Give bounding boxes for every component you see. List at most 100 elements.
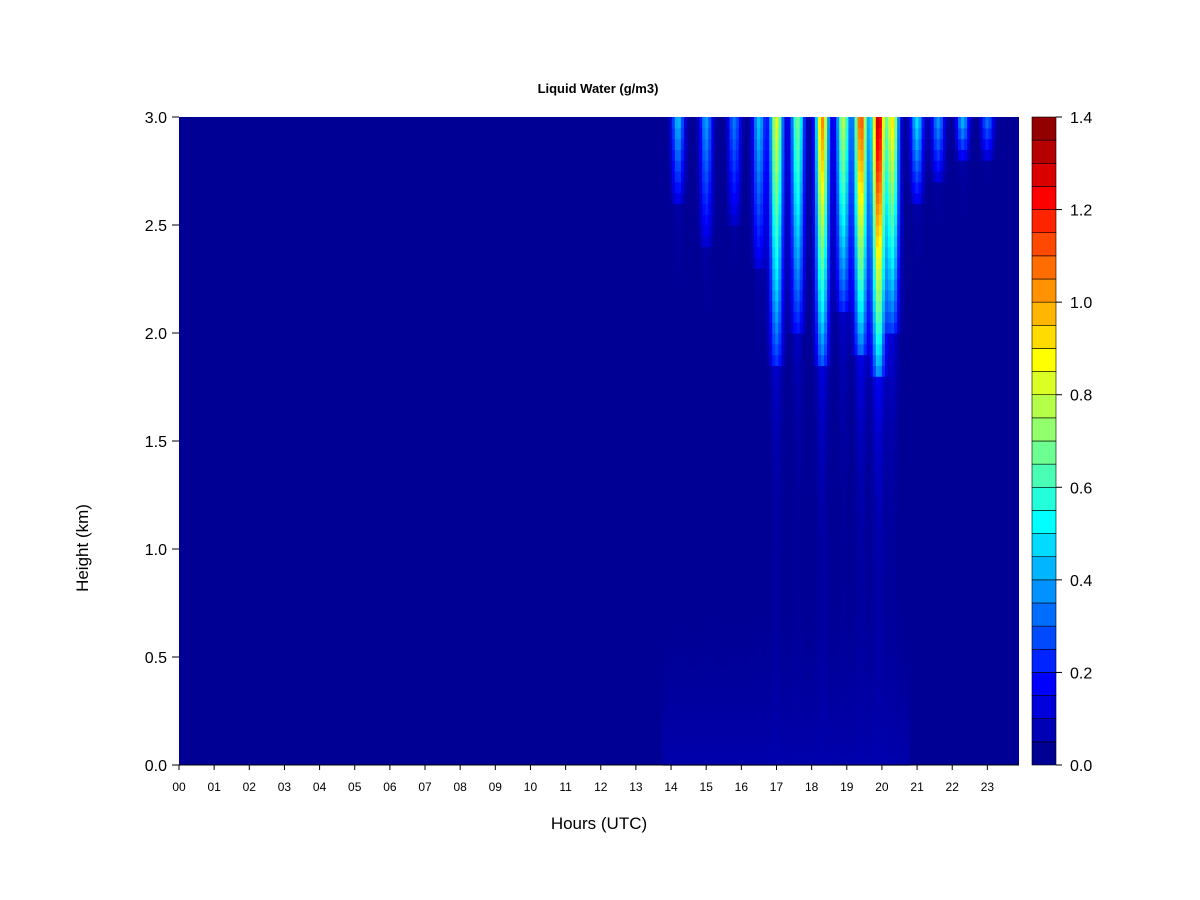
heatmap-cell: [680, 635, 685, 647]
heatmap-cell: [848, 721, 853, 734]
heatmap-cell: [775, 419, 779, 431]
heatmap-cell: [778, 268, 783, 280]
heatmap-cell: [802, 160, 807, 172]
heatmap-cell: [842, 397, 846, 410]
heatmap-cell: [741, 711, 746, 723]
heatmap-cell: [668, 678, 673, 690]
heatmap-cell: [827, 505, 831, 518]
heatmap-cell: [845, 408, 850, 420]
heatmap-cell: [897, 689, 901, 701]
heatmap-cell: [830, 192, 834, 204]
heatmap-cell: [827, 473, 831, 485]
heatmap-cell: [906, 160, 910, 172]
heatmap-cell: [927, 138, 932, 150]
heatmap-cell: [790, 365, 795, 377]
heatmap-cell: [802, 235, 807, 248]
heatmap-cell: [814, 376, 819, 388]
heatmap-cell: [796, 441, 801, 453]
heatmap-cell: [854, 171, 859, 183]
heatmap-cell: [888, 322, 892, 334]
heatmap-cell: [824, 441, 828, 453]
heatmap-cell: [735, 127, 740, 140]
heatmap-cell: [778, 127, 783, 140]
heatmap-cell: [772, 667, 776, 680]
heatmap-cell: [827, 711, 831, 723]
heatmap-cell: [872, 711, 877, 723]
heatmap-cell: [741, 181, 746, 194]
heatmap-cell: [869, 225, 874, 237]
heatmap-cell: [827, 581, 831, 593]
heatmap-cell: [945, 149, 950, 161]
heatmap-cell: [790, 732, 795, 744]
heatmap-cell: [811, 268, 816, 280]
heatmap-cell: [668, 624, 673, 636]
heatmap-cell: [875, 333, 880, 345]
heatmap-cell: [891, 289, 895, 302]
heatmap-cell: [772, 527, 776, 539]
heatmap-cell: [732, 246, 737, 258]
heatmap-cell: [775, 603, 779, 615]
heatmap-cell: [881, 721, 886, 734]
heatmap-cell: [775, 257, 779, 269]
heatmap-cell: [772, 279, 776, 291]
heatmap-cell: [821, 333, 825, 345]
heatmap-cell: [869, 268, 874, 280]
heatmap-cell: [824, 235, 828, 248]
heatmap-cell: [903, 754, 907, 766]
heatmap-cell: [778, 160, 783, 172]
heatmap-cell: [811, 743, 816, 755]
heatmap-cell: [848, 657, 853, 669]
heatmap-cell: [836, 603, 840, 615]
heatmap-cell: [860, 613, 865, 626]
heatmap-cell: [869, 397, 874, 410]
heatmap-cell: [894, 430, 898, 442]
heatmap-cell: [985, 149, 990, 161]
heatmap-cell: [760, 732, 764, 744]
heatmap-cell: [842, 257, 846, 269]
heatmap-cell: [891, 613, 895, 626]
heatmap-cell: [906, 646, 910, 658]
heatmap-cell: [775, 495, 779, 507]
heatmap-cell: [674, 171, 679, 183]
heatmap-cell: [677, 279, 682, 291]
heatmap-cell: [781, 387, 786, 399]
heatmap-cell: [869, 149, 874, 161]
heatmap-cell: [830, 149, 834, 161]
heatmap-cell: [757, 192, 761, 204]
heatmap-cell: [683, 711, 688, 723]
heatmap-cell: [863, 311, 868, 323]
heatmap-cell: [854, 117, 859, 129]
heatmap-cell: [872, 462, 877, 474]
heatmap-cell: [750, 257, 755, 269]
heatmap-cell: [827, 613, 831, 626]
heatmap-cell: [836, 333, 840, 345]
heatmap-cell: [696, 149, 700, 161]
heatmap-cell: [845, 419, 850, 431]
heatmap-cell: [866, 289, 871, 302]
heatmap-cell: [836, 387, 840, 399]
heatmap-cell: [839, 289, 843, 302]
heatmap-cell: [860, 505, 865, 518]
heatmap-cell: [702, 203, 706, 215]
heatmap-cell: [897, 732, 901, 744]
heatmap-cell: [760, 225, 764, 237]
heatmap-cell: [884, 441, 889, 453]
heatmap-cell: [793, 160, 798, 172]
heatmap-cell: [866, 754, 871, 766]
heatmap-cell: [824, 678, 828, 690]
heatmap-cell: [906, 171, 910, 183]
heatmap-cell: [735, 732, 740, 744]
heatmap-cell: [702, 613, 706, 626]
heatmap-cell: [769, 225, 773, 237]
heatmap-cell: [680, 754, 685, 766]
heatmap-cell: [866, 225, 871, 237]
heatmap-cell: [763, 667, 767, 680]
heatmap-cell: [842, 711, 846, 723]
heatmap-cell: [717, 657, 722, 669]
heatmap-cell: [878, 527, 883, 539]
heatmap-cell: [674, 235, 679, 248]
heatmap-cell: [674, 678, 679, 690]
heatmap-cell: [799, 225, 804, 237]
heatmap-cell: [671, 700, 676, 712]
heatmap-cell: [738, 214, 743, 226]
